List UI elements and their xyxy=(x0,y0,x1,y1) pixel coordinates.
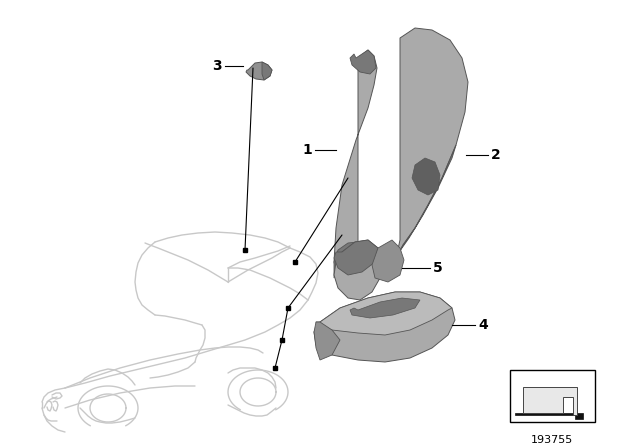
Bar xyxy=(510,370,595,422)
Polygon shape xyxy=(316,292,452,335)
Text: 4: 4 xyxy=(478,318,488,332)
Polygon shape xyxy=(412,158,440,195)
Polygon shape xyxy=(350,298,420,318)
Polygon shape xyxy=(246,62,272,80)
Text: 5: 5 xyxy=(433,261,443,275)
Polygon shape xyxy=(314,292,455,362)
Polygon shape xyxy=(334,242,358,278)
Polygon shape xyxy=(334,240,378,275)
Text: 1: 1 xyxy=(302,143,312,157)
Polygon shape xyxy=(390,145,456,272)
Text: 3: 3 xyxy=(212,59,222,73)
Polygon shape xyxy=(262,62,272,80)
Polygon shape xyxy=(334,240,382,300)
Polygon shape xyxy=(372,240,404,282)
Text: 2: 2 xyxy=(491,148,500,162)
Polygon shape xyxy=(334,50,377,278)
Polygon shape xyxy=(393,28,468,272)
Polygon shape xyxy=(515,413,583,419)
Polygon shape xyxy=(523,387,577,415)
Polygon shape xyxy=(314,322,340,360)
Text: 193755: 193755 xyxy=(531,435,573,445)
Polygon shape xyxy=(350,50,376,74)
